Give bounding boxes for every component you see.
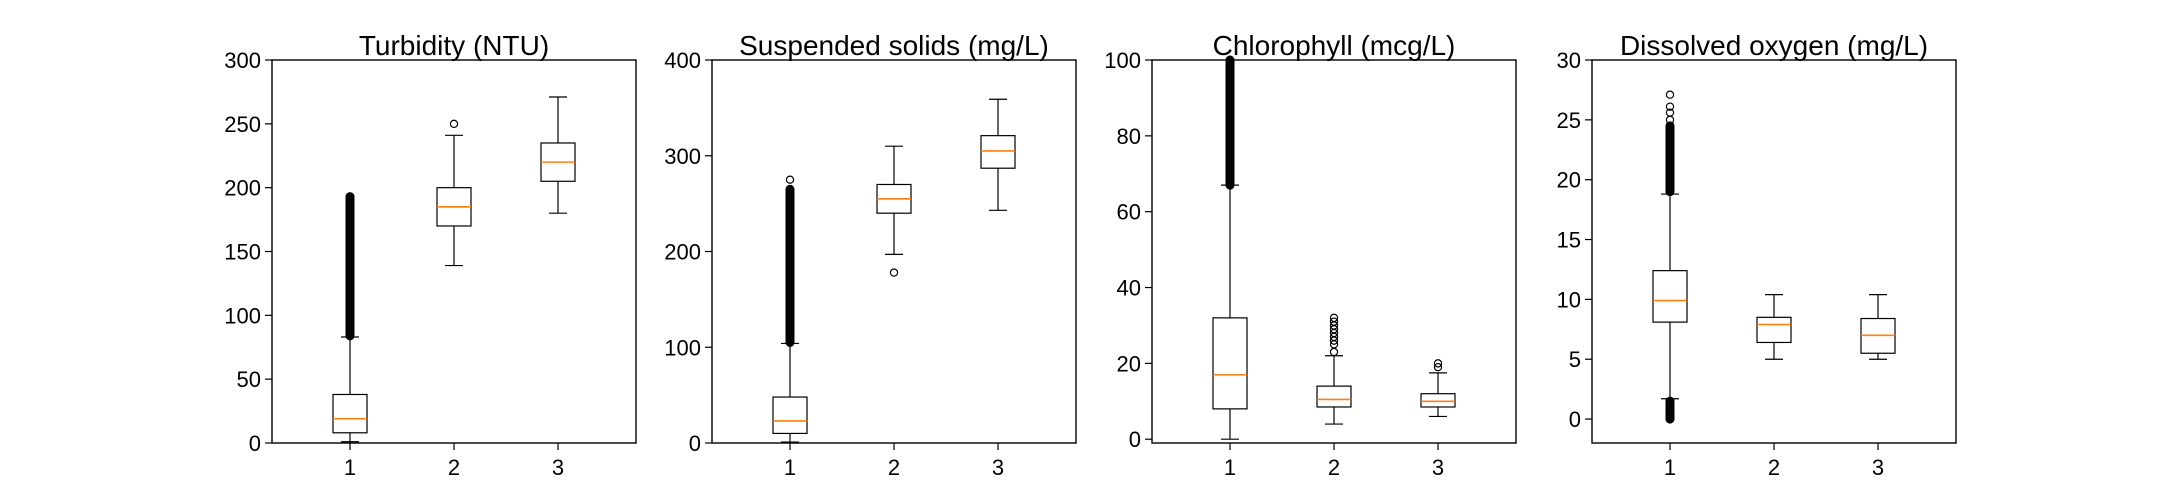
y-tick-label: 0 — [689, 431, 701, 456]
y-tick-label: 40 — [1117, 276, 1141, 301]
y-tick-label: 0 — [1129, 427, 1141, 452]
y-tick-label: 15 — [1557, 228, 1581, 253]
y-tick-label: 100 — [664, 335, 701, 360]
box-iqr — [1420, 393, 1456, 408]
outlier-point — [1329, 317, 1339, 326]
y-tick-label: 300 — [664, 144, 701, 169]
outlier-point — [1329, 347, 1339, 357]
x-tick-label: 3 — [1872, 455, 1884, 480]
y-tick-label: 25 — [1557, 108, 1581, 133]
y-tick-label: 20 — [1117, 351, 1141, 376]
y-tick-label: 20 — [1557, 168, 1581, 193]
y-tick-label: 300 — [224, 48, 261, 73]
outlier-point — [449, 119, 459, 129]
x-tick-label: 1 — [344, 455, 356, 480]
y-tick-label: 400 — [664, 48, 701, 73]
box-iqr — [1756, 316, 1792, 344]
panel-turbidity: Turbidity (NTU) 0 50 100 150 200 250 300 1 2 3 — [224, 30, 637, 480]
y-tick-label: 80 — [1117, 124, 1141, 149]
panel-chlorophyll: Chlorophyll (mcg/L) 0 20 40 60 80 100 1 2 3 — [1104, 30, 1517, 480]
outlier-point — [1329, 313, 1339, 323]
x-tick-label: 3 — [552, 455, 564, 480]
outlier-point — [1433, 362, 1443, 372]
box-iqr — [1212, 317, 1248, 410]
x-tick-label: 2 — [448, 455, 460, 480]
y-tick-label: 150 — [224, 240, 261, 265]
y-tick-label: 30 — [1557, 48, 1581, 73]
box-iqr — [1316, 385, 1352, 408]
x-tick-label: 2 — [1328, 455, 1340, 480]
x-tick-label: 2 — [888, 455, 900, 480]
outlier-point — [1665, 102, 1675, 111]
x-tick-label: 3 — [1432, 455, 1444, 480]
outlier-point — [1665, 108, 1675, 117]
outlier-point — [785, 175, 795, 184]
y-tick-label: 50 — [237, 367, 261, 392]
y-tick-label: 0 — [1569, 407, 1581, 432]
panel-title: Turbidity (NTU) — [359, 30, 549, 61]
x-tick-label: 1 — [1224, 455, 1236, 480]
box-iqr — [980, 135, 1016, 169]
y-tick-label: 0 — [249, 431, 261, 456]
outlier-point — [889, 268, 899, 277]
panel-title: Suspended solids (mg/L) — [739, 30, 1049, 61]
y-tick-label: 250 — [224, 112, 261, 137]
y-tick-label: 100 — [224, 303, 261, 328]
outlier-point — [1433, 359, 1443, 368]
y-tick-label: 5 — [1569, 347, 1581, 372]
panel-suspended-solids: Suspended solids (mg/L) 0 100 200 300 400 1 2 3 — [664, 30, 1077, 480]
x-tick-label: 2 — [1768, 455, 1780, 480]
outlier-point — [1665, 90, 1675, 99]
x-tick-label: 3 — [992, 455, 1004, 480]
panel-dissolved-oxygen: Dissolved oxygen (mg/L) 0 5 10 15 20 25 30 1 2 3 — [1557, 30, 1957, 480]
box-iqr — [332, 393, 368, 434]
y-tick-label: 60 — [1117, 200, 1141, 225]
x-tick-label: 1 — [784, 455, 796, 480]
y-tick-label: 10 — [1557, 287, 1581, 312]
x-tick-label: 1 — [1664, 455, 1676, 480]
y-tick-label: 200 — [664, 240, 701, 265]
axes-frame — [1591, 59, 1957, 444]
panel-title: Chlorophyll (mcg/L) — [1213, 30, 1456, 61]
box-iqr — [772, 396, 808, 435]
box-iqr — [1652, 270, 1688, 323]
y-tick-label: 200 — [224, 176, 261, 201]
y-tick-label: 100 — [1104, 48, 1141, 73]
panel-title: Dissolved oxygen (mg/L) — [1620, 30, 1928, 61]
